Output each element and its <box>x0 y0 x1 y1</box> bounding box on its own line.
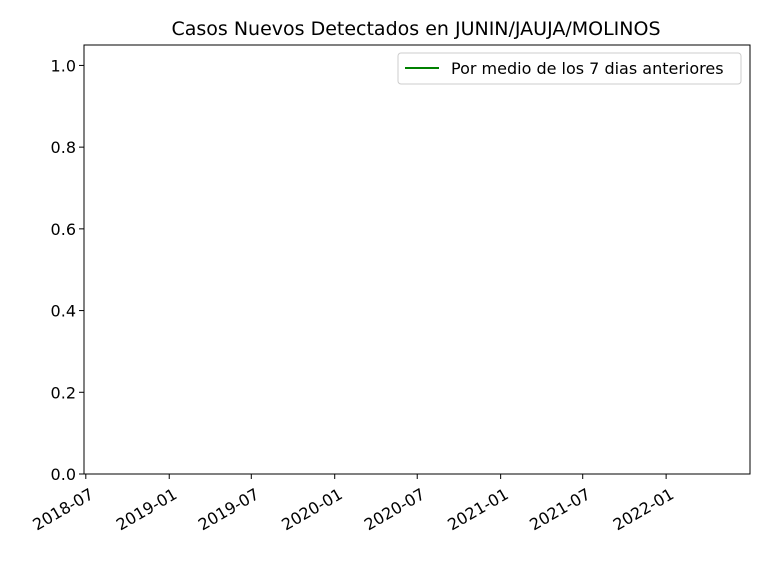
x-tick-label: 2020-07 <box>361 484 428 534</box>
x-tick-label: 2020-01 <box>278 484 345 534</box>
chart-title: Casos Nuevos Detectados en JUNIN/JAUJA/M… <box>171 18 660 40</box>
axes-layer: 0.0 0.2 0.4 0.6 0.8 1.0 2018-07 2019-01 2019-07 2… <box>29 56 677 534</box>
y-tick-label: 0.0 <box>51 465 76 484</box>
legend-label: Por medio de los 7 dias anteriores <box>451 59 724 78</box>
y-tick-label: 0.4 <box>51 302 76 321</box>
legend-box <box>397 52 742 85</box>
x-tick-label: 2019-07 <box>195 484 262 534</box>
x-tick-label: 2022-01 <box>610 484 677 534</box>
x-tick-label: 2021-07 <box>526 484 593 534</box>
y-tick-label: 0.2 <box>51 383 76 402</box>
y-tick-label: 0.6 <box>51 220 76 239</box>
y-tick-label: 0.8 <box>51 138 76 157</box>
plot-frame <box>83 44 751 475</box>
y-tick-label: 1.0 <box>51 56 76 75</box>
x-tick-label: 2018-07 <box>29 484 96 534</box>
x-tick-label: 2019-01 <box>113 484 180 534</box>
legend: Por medio de los 7 dias anteriores <box>397 52 742 85</box>
x-tick-label: 2021-01 <box>444 484 511 534</box>
